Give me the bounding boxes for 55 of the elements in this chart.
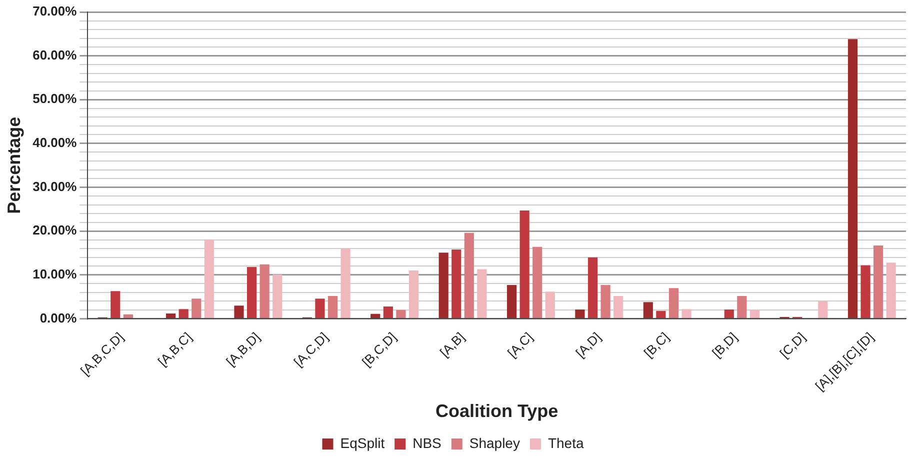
bar	[192, 298, 202, 318]
x-axis-title: Coalition Type	[436, 401, 558, 422]
y-tick-label: 0.00%	[40, 310, 78, 326]
bar	[452, 250, 462, 318]
bar	[370, 314, 380, 318]
bar	[545, 292, 555, 318]
bar	[110, 291, 120, 318]
bar	[874, 246, 884, 318]
y-tick-label: 40.00%	[32, 135, 78, 150]
bar	[260, 264, 270, 318]
legend-label: EqSplit	[340, 434, 385, 451]
bar	[668, 288, 679, 318]
y-tick-label: 20.00%	[32, 222, 78, 238]
bar	[575, 310, 585, 318]
bar	[438, 252, 448, 318]
bar	[588, 257, 598, 318]
y-tick-label: 10.00%	[32, 266, 78, 282]
bar	[123, 314, 133, 318]
bar	[643, 302, 653, 318]
y-tick-label: 60.00%	[32, 47, 78, 62]
bar	[532, 246, 542, 318]
bar	[178, 309, 188, 318]
bar	[340, 248, 350, 318]
bar	[464, 232, 474, 318]
legend-label: Shapley	[469, 434, 520, 451]
y-axis-title: Percentage	[4, 116, 24, 214]
bar	[656, 310, 666, 318]
bar	[750, 310, 760, 318]
bar	[408, 270, 419, 318]
bar	[477, 269, 487, 318]
bar	[818, 301, 828, 318]
bar	[204, 239, 214, 318]
bar	[506, 284, 517, 318]
bar	[246, 267, 257, 318]
bar	[848, 39, 858, 318]
bar	[383, 306, 393, 318]
bar	[272, 274, 282, 318]
legend-label: NBS	[412, 434, 442, 451]
bar	[234, 306, 244, 318]
bar	[166, 313, 176, 318]
bar	[860, 265, 870, 318]
bar	[682, 309, 692, 318]
bar	[328, 296, 338, 318]
y-tick-label: 30.00%	[32, 178, 78, 194]
bar	[315, 298, 325, 318]
bar	[737, 296, 747, 318]
y-tick-label: 70.00%	[32, 4, 78, 19]
legend-label: Theta	[548, 434, 584, 451]
bar	[600, 284, 610, 318]
bar	[396, 310, 406, 318]
y-tick-label: 50.00%	[32, 91, 78, 106]
bar	[724, 310, 734, 318]
bar	[520, 210, 530, 318]
bar	[886, 262, 896, 318]
bar	[614, 296, 624, 318]
